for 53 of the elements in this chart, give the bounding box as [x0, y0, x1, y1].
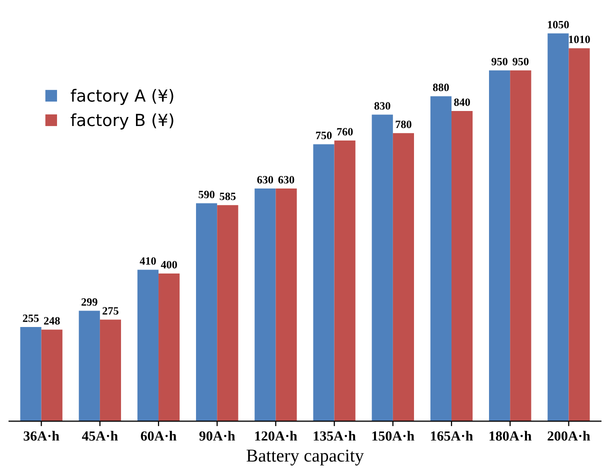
data-label: 780 [396, 120, 412, 128]
x-tick-label: 165A·h [431, 430, 473, 441]
data-label: 950 [512, 58, 529, 66]
data-label: 630 [278, 176, 294, 184]
data-label: 950 [492, 58, 508, 66]
data-label: 275 [102, 307, 118, 315]
bar [548, 33, 569, 422]
bar [78, 310, 100, 422]
bar [568, 48, 590, 422]
data-label: 590 [198, 190, 214, 198]
x-tick-label: 60A·h [140, 430, 176, 441]
x-tick-label: 150A·h [372, 430, 414, 441]
bar [489, 70, 510, 422]
bar [510, 70, 532, 422]
legend-label: factory A (¥) [70, 88, 174, 106]
bar [392, 133, 414, 422]
x-axis-title: Battery capacity [246, 450, 364, 466]
data-label: 880 [433, 84, 449, 92]
bar [452, 110, 473, 422]
bar [158, 273, 180, 422]
bar [276, 188, 297, 422]
x-tick-label: 120A·h [255, 430, 298, 441]
data-label: 830 [374, 102, 390, 110]
x-tick-label: 36A·h [24, 430, 60, 441]
legend-label: factory B (¥) [70, 113, 174, 130]
bar [217, 205, 238, 422]
bar [372, 114, 393, 422]
data-label: 1010 [569, 36, 590, 44]
data-label: 750 [316, 132, 332, 140]
data-label: 400 [160, 260, 177, 268]
data-label: 255 [22, 314, 39, 322]
data-label: 410 [140, 257, 156, 265]
data-label: 1050 [548, 20, 569, 28]
x-tick-label: 180A·h [490, 430, 532, 441]
x-tick-label: 90A·h [199, 430, 236, 441]
bar [196, 203, 218, 422]
data-label: 760 [337, 128, 353, 136]
x-tick-label: 45A·h [82, 430, 118, 441]
data-label: 299 [82, 298, 98, 306]
bar [430, 96, 452, 422]
bar [137, 270, 159, 422]
x-tick-label: 200A·h [548, 430, 590, 441]
bar [313, 144, 334, 422]
bar [41, 330, 62, 422]
bar [254, 188, 276, 422]
bar [20, 327, 42, 422]
data-label: 248 [44, 317, 60, 325]
bar [100, 320, 122, 422]
bar [334, 140, 356, 422]
data-label: 585 [220, 192, 236, 200]
data-label: 840 [454, 98, 470, 106]
x-tick-label: 135A·h [314, 430, 356, 441]
data-label: 630 [257, 176, 274, 184]
